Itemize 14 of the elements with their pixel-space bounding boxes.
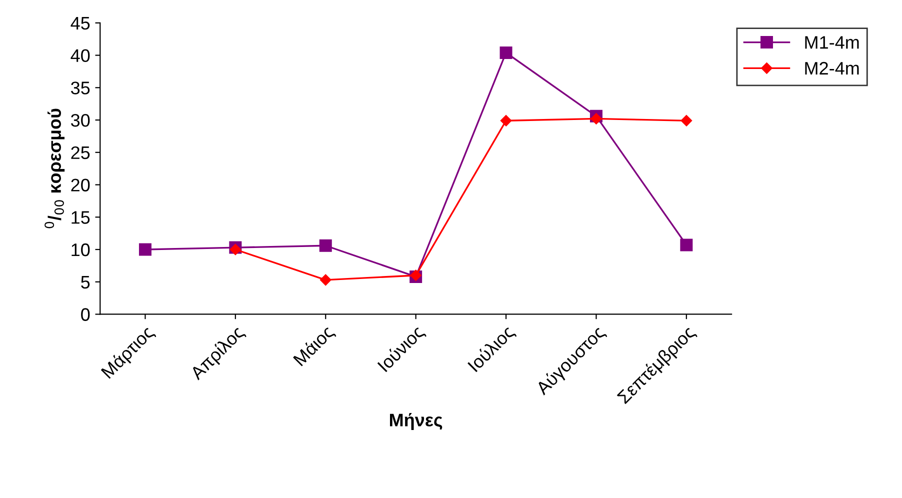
y-tick-label: 5 — [81, 276, 90, 289]
x-axis-title: Μήνες — [390, 412, 442, 430]
y-tick-label: 10 — [72, 243, 90, 256]
y-tick-label: 35 — [71, 82, 90, 94]
y-axis-title: $^{0}$/$_{00}$ κορεσμού — [44, 108, 65, 228]
y-tick-label: 30 — [71, 114, 90, 127]
legend-label: M2-4m — [805, 62, 859, 74]
y-tick-label: 0 — [81, 308, 90, 321]
y-tick-label: 25 — [71, 146, 90, 160]
y-tick-label: 40 — [70, 49, 90, 62]
y-tick-label: 15 — [72, 211, 90, 224]
legend-label: M1-4m — [805, 36, 859, 49]
y-tick-label: 20 — [71, 178, 90, 192]
y-tick-label: 45 — [70, 17, 90, 30]
